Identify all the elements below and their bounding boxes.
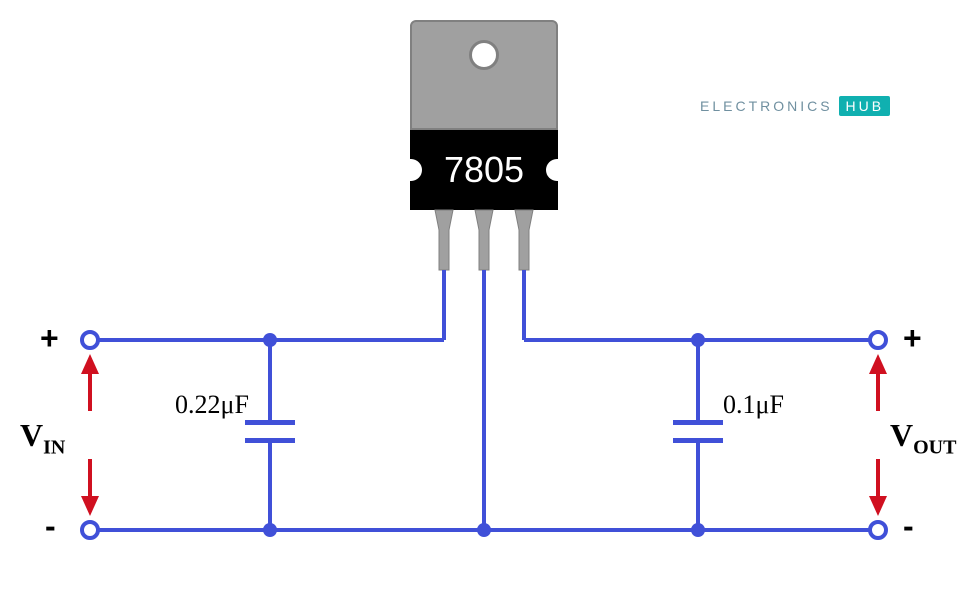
vout-sub: OUT [913,436,956,458]
regulator-body: 7805 [410,130,558,210]
watermark-text2: HUB [839,96,890,116]
vin-minus-label: - [45,508,56,545]
vin-symbol: V [20,417,43,453]
regulator-mounting-hole [469,40,499,70]
watermark-text1: ELECTRONICS [700,98,833,114]
vout-minus-label: - [903,508,914,545]
terminal-vin-plus [80,330,100,350]
terminal-vout-minus [868,520,888,540]
regulator-heatsink-tab [410,20,558,130]
vin-plus-label: + [40,320,59,357]
vout-plus-label: + [903,320,922,357]
c1-label: 0.22μF [175,390,249,420]
vout-symbol: V [890,417,913,453]
terminal-vin-minus [80,520,100,540]
regulator-label: 7805 [444,149,524,191]
vout-label: VOUT [890,417,956,459]
vin-label: VIN [20,417,65,459]
terminal-vout-plus [868,330,888,350]
vin-sub: IN [43,436,65,458]
watermark-logo: ELECTRONICS HUB [700,98,890,114]
c2-label: 0.1μF [723,390,784,420]
